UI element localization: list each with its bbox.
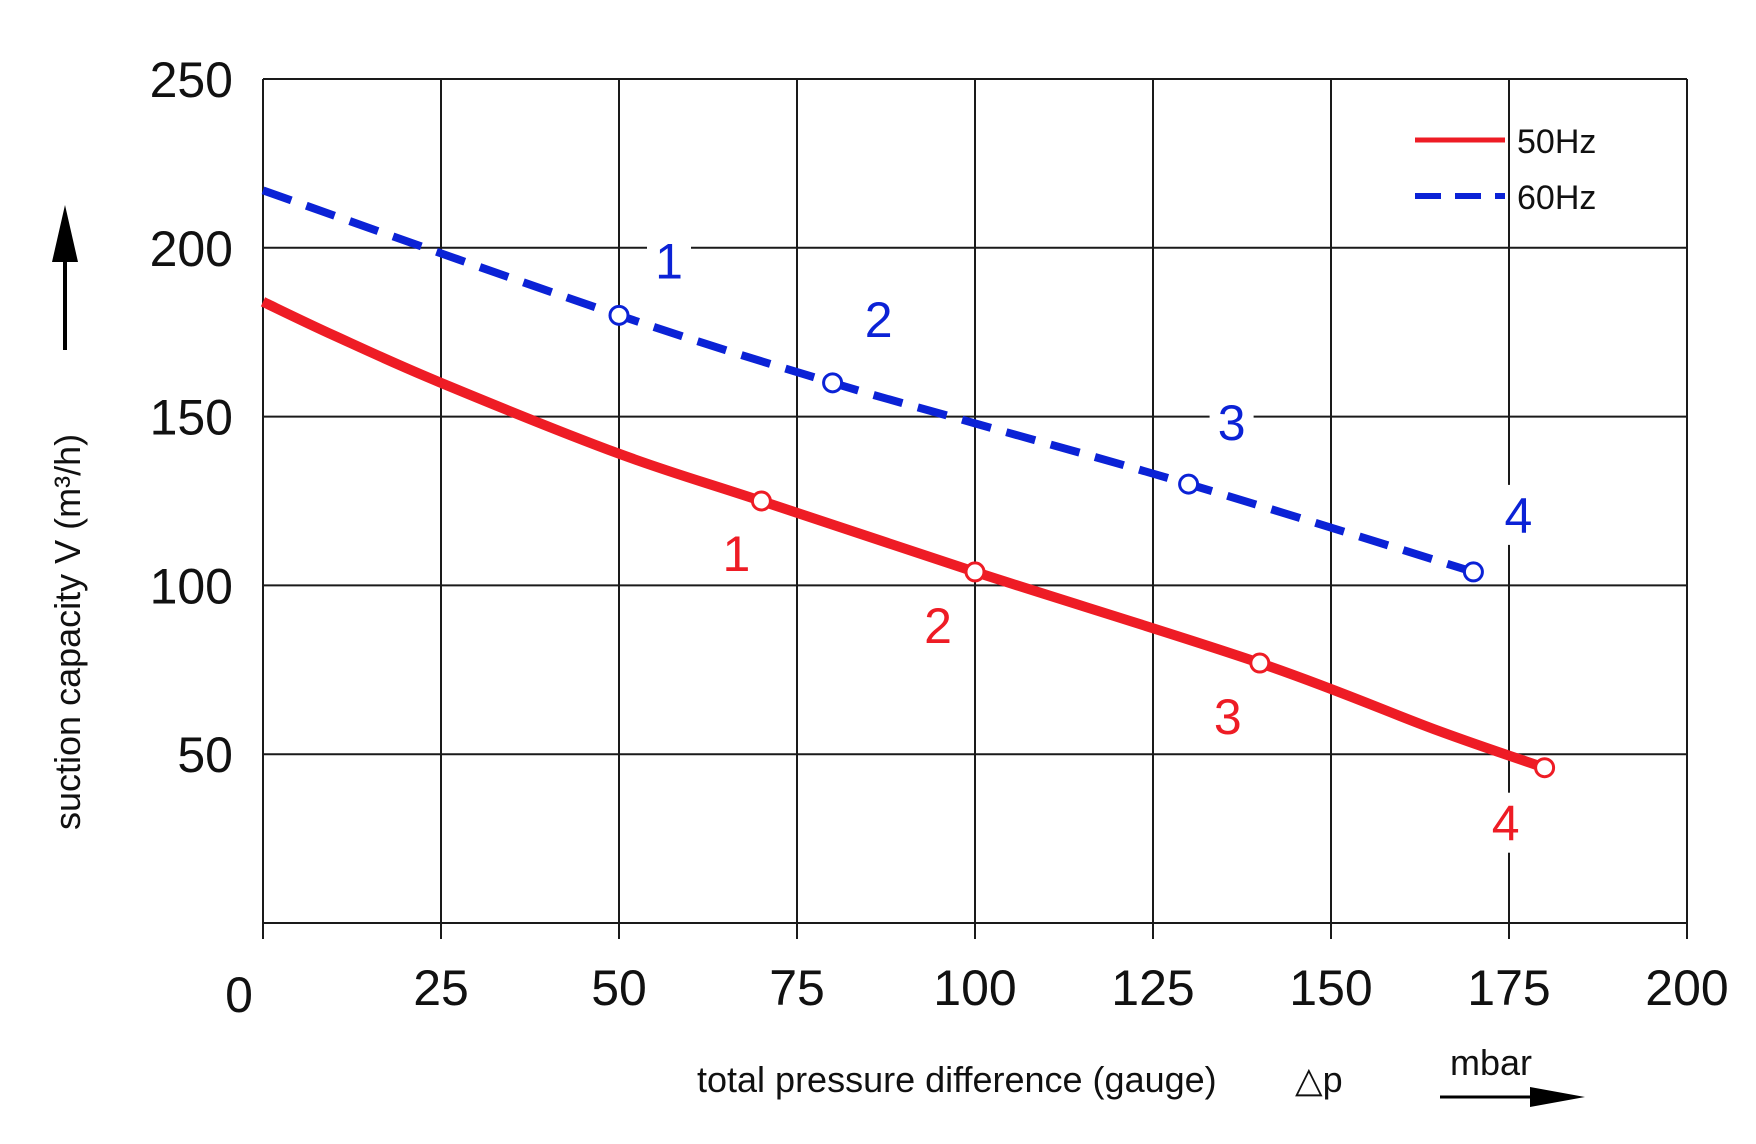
x-tick-label: 0	[225, 967, 253, 1023]
point-label-60hz-2: 2	[865, 292, 893, 348]
x-axis-title-group: total pressure difference (gauge) △p mba…	[697, 1042, 1585, 1107]
point-label-backdrop	[856, 288, 901, 349]
series-line-60hz	[261, 186, 1475, 576]
x-axis-title: total pressure difference (gauge)	[697, 1059, 1217, 1100]
point-label-50hz-4: 4	[1492, 796, 1520, 852]
point-label-50hz-1: 1	[722, 526, 750, 582]
x-tick-label: 175	[1467, 960, 1550, 1016]
x-tick-labels: 0 25 50 75 100 125 150 175 200	[225, 960, 1729, 1023]
x-tick-label: 25	[413, 960, 469, 1016]
series-layer	[260, 186, 1556, 779]
x-axis-unit: mbar	[1450, 1042, 1532, 1083]
series-line-50hz	[260, 297, 1547, 773]
point-labels: 1 2 3 4 1 2 3 4	[647, 230, 1541, 853]
x-tick-label: 150	[1289, 960, 1372, 1016]
y-axis-title-group: suction capacity V (m³/h)	[47, 205, 88, 830]
x-tick-label: 125	[1111, 960, 1194, 1016]
legend-label-60hz: 60Hz	[1517, 179, 1596, 217]
point-label-backdrop	[1205, 686, 1250, 747]
point-marker-60hz-1	[608, 304, 630, 326]
point-label-60hz-3: 3	[1218, 395, 1246, 451]
point-label-backdrop	[647, 230, 691, 291]
x-tick-label: 50	[591, 960, 647, 1016]
point-marker-60hz-4	[1462, 561, 1484, 583]
point-label-backdrop	[1209, 392, 1254, 453]
x-tick-label: 100	[933, 960, 1016, 1016]
point-label-backdrop	[1483, 792, 1528, 853]
point-label-backdrop	[916, 594, 960, 655]
point-marker-60hz-3	[1178, 473, 1200, 495]
point-marker-50hz-1	[750, 490, 772, 512]
point-marker-50hz-2	[964, 561, 986, 583]
y-tick-label: 50	[177, 727, 233, 783]
legend: 50Hz 60Hz	[1415, 123, 1596, 217]
point-label-50hz-2: 2	[924, 598, 952, 654]
y-axis-title: suction capacity V (m³/h)	[47, 434, 88, 830]
legend-label-50hz: 50Hz	[1517, 123, 1596, 161]
grid	[262, 78, 1688, 939]
x-tick-label: 75	[769, 960, 825, 1016]
point-label-backdrop	[714, 523, 759, 583]
x-axis-symbol: △p	[1295, 1059, 1343, 1100]
y-axis-arrow-head	[52, 205, 78, 262]
y-tick-label: 200	[150, 221, 233, 277]
y-tick-label: 250	[150, 52, 233, 108]
point-marker-50hz-4	[1534, 757, 1556, 779]
y-tick-label: 150	[150, 390, 233, 446]
point-label-50hz-3: 3	[1214, 689, 1242, 745]
point-label-backdrop	[1496, 484, 1541, 545]
y-tick-label: 100	[150, 558, 233, 614]
point-label-60hz-4: 4	[1504, 488, 1532, 544]
point-marker-50hz-3	[1249, 652, 1271, 674]
point-marker-60hz-2	[822, 372, 844, 394]
point-label-60hz-1: 1	[655, 233, 683, 289]
y-tick-labels: 50 100 150 200 250	[150, 52, 233, 783]
x-axis-arrow-head	[1530, 1087, 1585, 1107]
x-tick-label: 200	[1645, 960, 1728, 1016]
